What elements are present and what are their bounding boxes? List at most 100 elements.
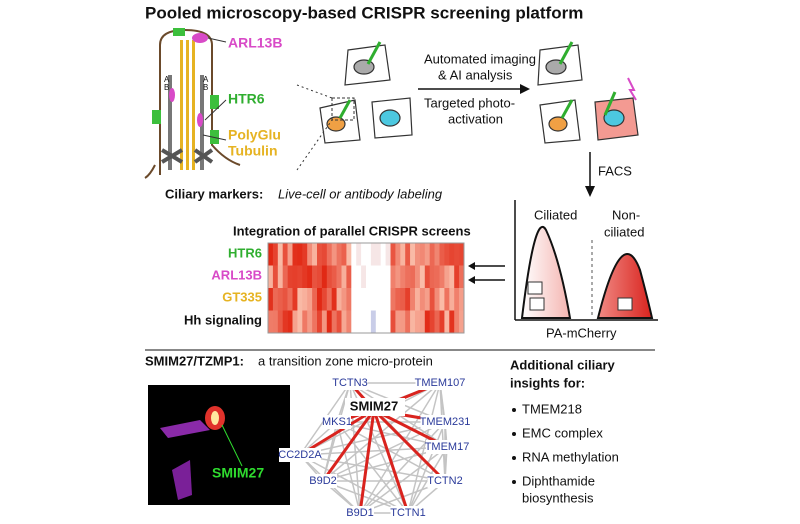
heat-cell — [366, 265, 372, 288]
heat-cell — [331, 243, 337, 266]
heat-cell — [317, 310, 323, 333]
heatmap-title: Integration of parallel CRISPR screens — [233, 223, 471, 238]
heat-cell — [429, 265, 435, 288]
heat-cell — [405, 310, 411, 333]
facs-label: Non- — [612, 207, 640, 222]
heat-cell — [361, 265, 367, 288]
heat-cell — [395, 243, 401, 266]
heat-cell — [459, 265, 465, 288]
heat-cell — [317, 288, 323, 311]
heat-cell — [375, 243, 381, 266]
bbsome-label: B — [164, 83, 169, 92]
network-node: TMEM107 — [415, 377, 466, 389]
heat-cell — [424, 243, 430, 266]
heat-cell — [297, 288, 303, 311]
heat-cell — [439, 288, 445, 311]
heat-cell — [307, 265, 313, 288]
heat-cell — [424, 265, 430, 288]
node-bg — [279, 448, 321, 462]
bbsome-label: A — [203, 75, 209, 84]
heat-cell — [346, 265, 352, 288]
heat-cell — [268, 265, 274, 288]
heat-cell — [405, 265, 411, 288]
network-edge — [299, 454, 409, 514]
heat-cell — [380, 243, 386, 266]
heat-cell — [297, 310, 303, 333]
insight-item: EMC complex — [522, 425, 603, 440]
heat-cell — [449, 310, 455, 333]
heat-cell — [424, 288, 430, 311]
heat-cell — [390, 243, 396, 266]
heat-cell — [331, 310, 337, 333]
heat-cell — [361, 243, 367, 266]
heat-cell — [415, 243, 421, 266]
bullet — [512, 456, 516, 460]
heat-cell — [272, 243, 279, 266]
heat-cell — [366, 310, 372, 333]
heat-cell — [434, 243, 440, 266]
bottom-title: a transition zone micro-protein — [258, 353, 433, 368]
heat-cell — [429, 310, 435, 333]
heat-cell — [277, 243, 283, 266]
row-label: GT335 — [222, 289, 262, 304]
heat-cell — [356, 243, 362, 266]
heat-cell — [351, 310, 357, 333]
heat-cell — [351, 265, 357, 288]
heat-cell — [366, 243, 372, 266]
bottom-title: SMIM27/TZMP1: — [145, 353, 244, 368]
heat-cell — [444, 288, 450, 311]
heat-cell — [321, 310, 328, 333]
heat-cell — [321, 243, 328, 266]
node-bg — [309, 474, 337, 488]
heat-cell — [449, 288, 455, 311]
bbsome-label: B — [203, 83, 208, 92]
heat-cell — [439, 265, 445, 288]
heat-cell — [341, 288, 347, 311]
heat-cell — [331, 288, 337, 311]
network-edge — [336, 421, 446, 482]
network-node: TCTN3 — [332, 377, 367, 389]
network-edge — [439, 382, 446, 482]
heat-cell — [312, 265, 318, 288]
heat-cell — [395, 265, 401, 288]
heat-cell — [385, 288, 391, 311]
heat-cell — [282, 243, 288, 266]
network-node: TCTN1 — [390, 507, 425, 519]
insight-item: TMEM218 — [522, 401, 582, 416]
heat-cell — [454, 310, 460, 333]
heat-cell — [356, 288, 362, 311]
heat-cell — [385, 265, 391, 288]
heat-cell — [272, 288, 279, 311]
title: Pooled microscopy-based CRISPR screening… — [145, 3, 583, 22]
heat-cell — [321, 265, 328, 288]
heat-cell — [287, 243, 293, 266]
heat-cell — [385, 243, 391, 266]
heat-cell — [336, 310, 342, 333]
facs-label: FACS — [598, 163, 632, 178]
marker-label: PolyGlu — [228, 127, 281, 143]
heat-cell — [419, 288, 426, 311]
heat-cell — [361, 310, 367, 333]
network-edge — [407, 382, 441, 514]
heatmap — [267, 242, 465, 334]
heat-cell — [444, 265, 450, 288]
heat-cell — [434, 310, 440, 333]
step-text: activation — [448, 111, 503, 126]
heat-cell — [449, 243, 455, 266]
heat-cell — [429, 288, 435, 311]
heat-cell — [415, 265, 421, 288]
heat-cell — [439, 243, 445, 266]
heat-cell — [375, 265, 381, 288]
node-bg — [390, 506, 426, 520]
heat-cell — [459, 288, 465, 311]
heat-cell — [429, 243, 435, 266]
heat-cell — [361, 288, 367, 311]
heat-cell — [370, 310, 377, 333]
network-node: TMEM231 — [420, 416, 471, 428]
insights-list: TMEM218 EMC complex RNA methylation Diphtha… — [512, 401, 619, 505]
marker-label: Tubulin — [228, 143, 278, 159]
heat-cell — [375, 288, 381, 311]
node-bg — [426, 440, 468, 454]
network-edge — [372, 409, 410, 514]
heat-cell — [390, 310, 396, 333]
